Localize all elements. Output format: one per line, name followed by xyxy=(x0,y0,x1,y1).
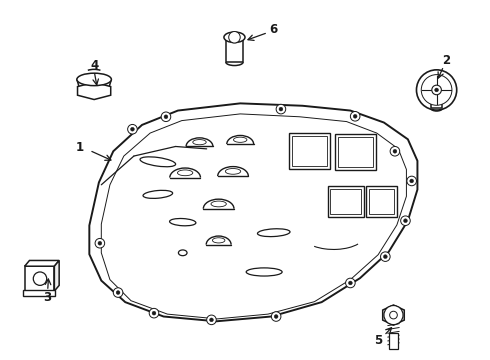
Circle shape xyxy=(383,255,387,258)
Circle shape xyxy=(128,125,137,134)
Circle shape xyxy=(390,311,397,319)
Circle shape xyxy=(393,149,397,153)
Circle shape xyxy=(130,127,134,131)
Ellipse shape xyxy=(143,190,172,198)
Bar xyxy=(292,136,327,166)
Bar xyxy=(289,133,330,169)
Circle shape xyxy=(384,306,403,325)
Polygon shape xyxy=(89,103,417,321)
Circle shape xyxy=(113,288,123,297)
Circle shape xyxy=(416,70,457,110)
Bar xyxy=(226,37,243,62)
Circle shape xyxy=(353,114,357,118)
Text: 5: 5 xyxy=(374,334,382,347)
Text: 6: 6 xyxy=(270,23,278,36)
Circle shape xyxy=(274,315,278,319)
Bar xyxy=(366,186,397,217)
Polygon shape xyxy=(54,261,59,291)
Ellipse shape xyxy=(257,229,290,237)
Bar xyxy=(24,266,54,291)
Text: 1: 1 xyxy=(75,141,84,154)
Ellipse shape xyxy=(178,250,187,256)
Circle shape xyxy=(116,291,120,294)
Bar xyxy=(23,290,55,296)
Circle shape xyxy=(279,107,283,111)
Ellipse shape xyxy=(140,157,175,167)
Text: 2: 2 xyxy=(442,54,450,67)
Polygon shape xyxy=(24,261,59,266)
Bar xyxy=(330,189,361,214)
Bar xyxy=(369,189,394,214)
Polygon shape xyxy=(383,305,404,325)
Circle shape xyxy=(348,281,352,285)
Circle shape xyxy=(229,32,240,43)
Text: 4: 4 xyxy=(90,59,98,72)
Circle shape xyxy=(161,112,171,122)
Polygon shape xyxy=(77,82,111,99)
Circle shape xyxy=(149,309,159,318)
Text: 3: 3 xyxy=(44,291,52,304)
Ellipse shape xyxy=(224,32,245,42)
Ellipse shape xyxy=(246,268,282,276)
Bar xyxy=(335,134,375,170)
Circle shape xyxy=(164,115,168,119)
Circle shape xyxy=(271,312,281,321)
Circle shape xyxy=(33,272,47,285)
Circle shape xyxy=(98,241,102,245)
Circle shape xyxy=(152,311,156,315)
Circle shape xyxy=(432,85,441,95)
Circle shape xyxy=(207,315,216,325)
Circle shape xyxy=(350,112,360,121)
Circle shape xyxy=(421,75,452,105)
Ellipse shape xyxy=(170,219,196,226)
Circle shape xyxy=(345,278,355,288)
Circle shape xyxy=(390,147,400,156)
Bar xyxy=(389,333,398,348)
Circle shape xyxy=(401,216,410,225)
Circle shape xyxy=(95,238,105,248)
Circle shape xyxy=(407,176,416,186)
Bar xyxy=(431,89,442,108)
Bar xyxy=(328,186,364,217)
Circle shape xyxy=(210,318,213,322)
Bar xyxy=(338,137,373,167)
Circle shape xyxy=(410,179,414,183)
Circle shape xyxy=(435,88,439,92)
Circle shape xyxy=(381,252,390,261)
Ellipse shape xyxy=(77,73,111,86)
Circle shape xyxy=(404,219,407,222)
Circle shape xyxy=(276,104,286,114)
